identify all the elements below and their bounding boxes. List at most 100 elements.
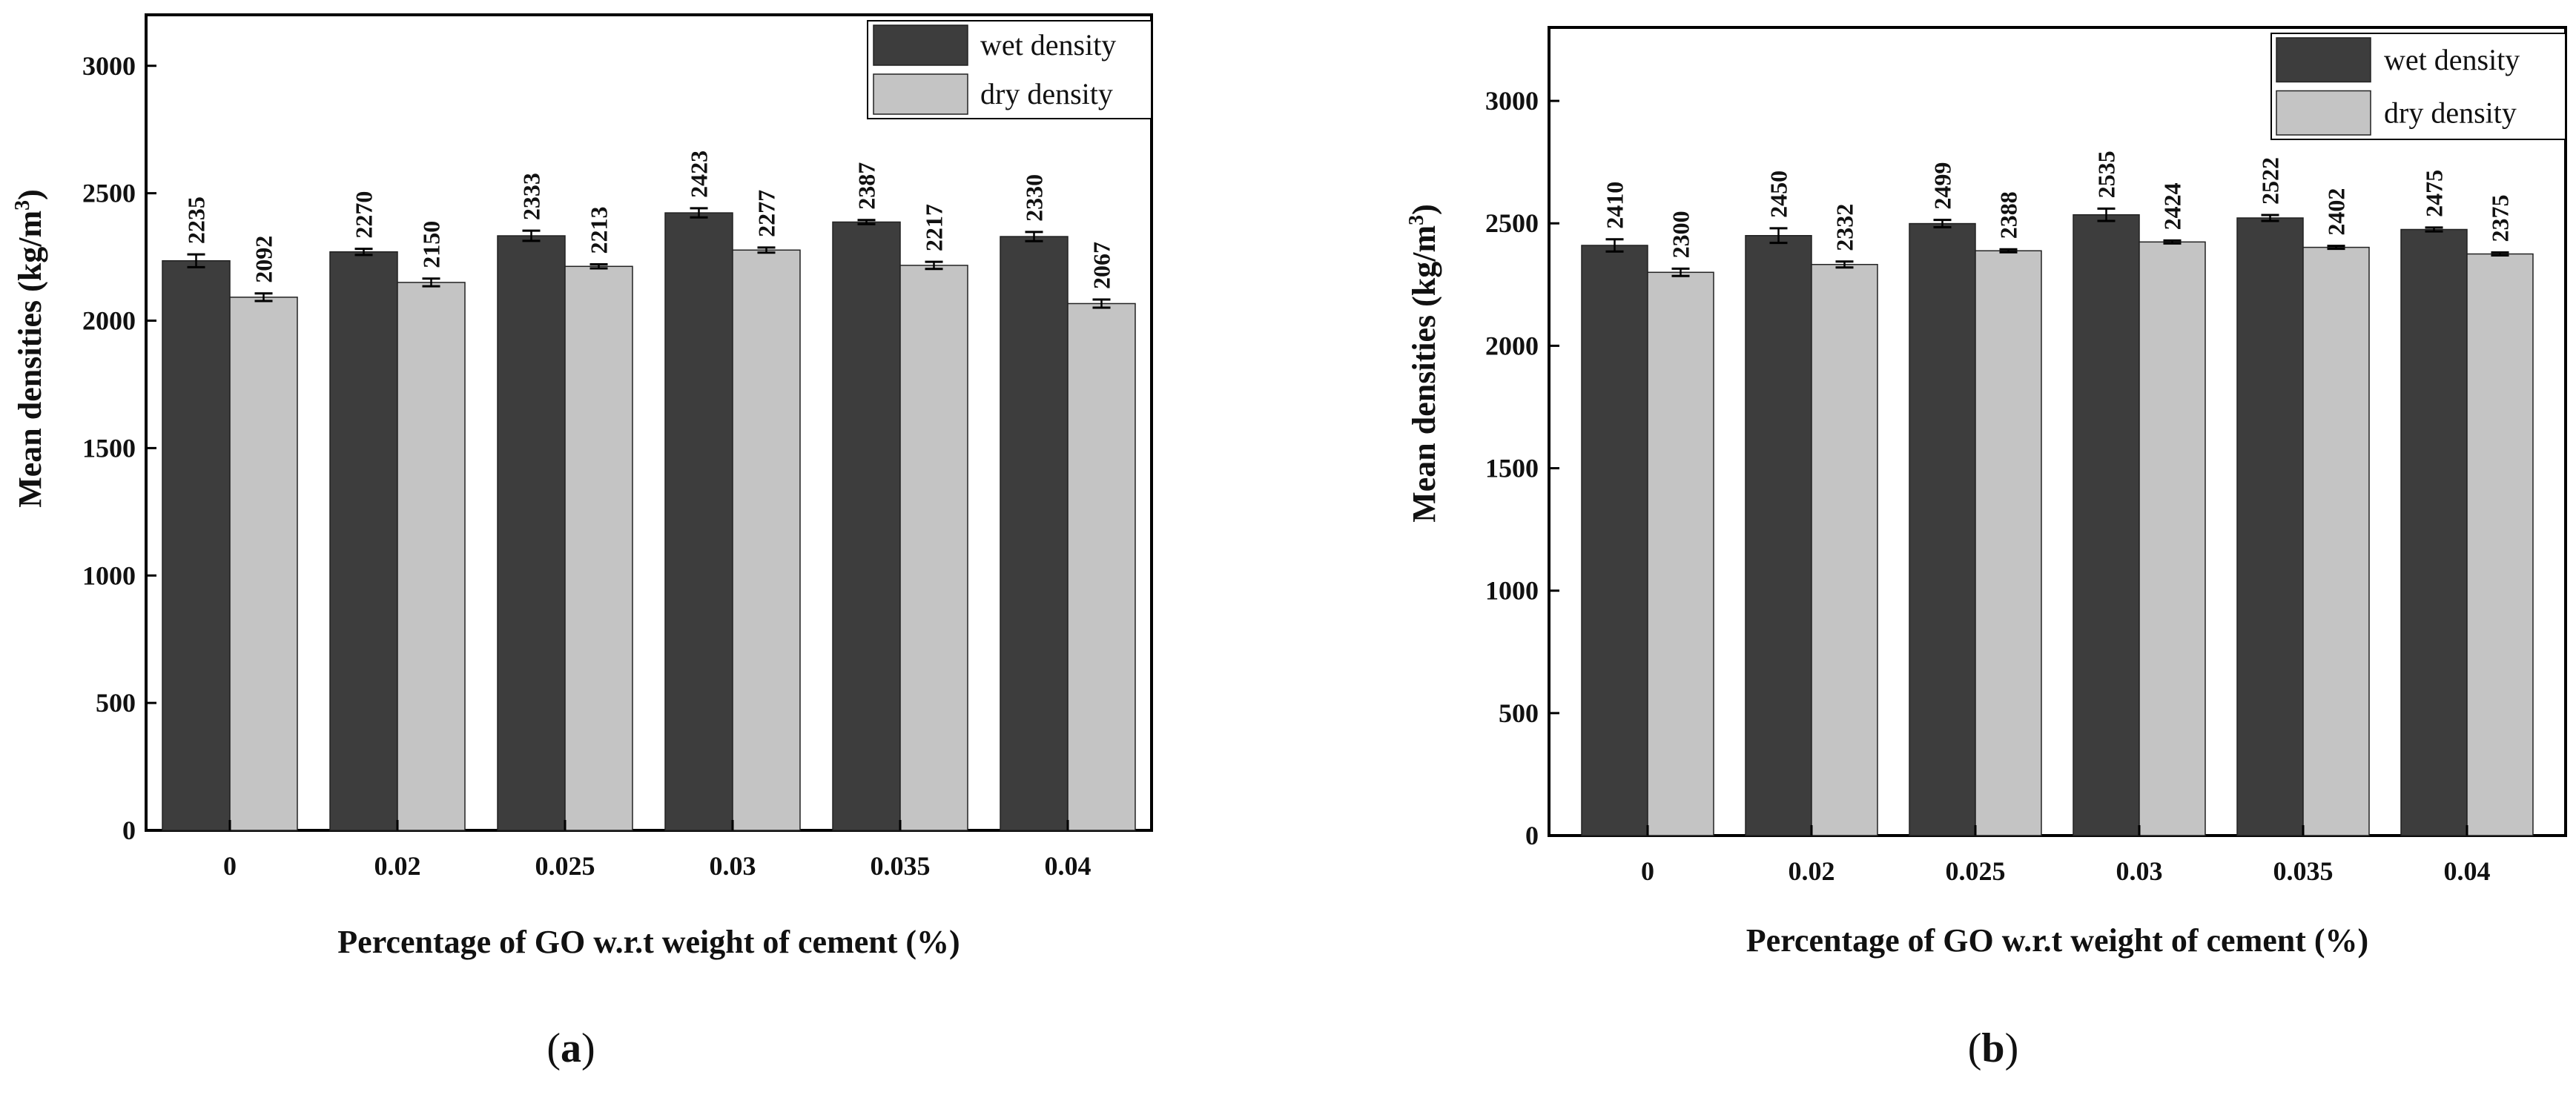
plot-frame: [1548, 26, 2567, 837]
y-tick-label: 3000: [82, 51, 136, 81]
x-tick-label: 0.025: [1946, 856, 2006, 886]
y-tick-label: 1500: [82, 433, 136, 463]
y-axis-label-end: ): [1406, 204, 1442, 215]
data-label: 2522: [2257, 157, 2284, 205]
x-tick-label: 0.02: [374, 851, 421, 881]
bar-wet-density: [497, 235, 566, 831]
bar-wet-density: [329, 251, 398, 831]
data-label: 2388: [1995, 191, 2022, 239]
y-tick-label: 0: [122, 816, 136, 845]
data-label: 2387: [853, 162, 880, 210]
data-label: 2300: [1668, 211, 1694, 258]
panel-caption: (b): [1968, 1025, 2018, 1071]
x-tick-label: 0.03: [710, 851, 756, 881]
plot-frame: [145, 13, 1153, 832]
data-label: 2332: [1832, 204, 1858, 251]
data-label: 2475: [2421, 170, 2448, 217]
bar-wet-density: [1745, 235, 1812, 836]
bar-dry-density: [1975, 250, 2042, 836]
y-tick-label: 2500: [82, 179, 136, 208]
y-tick-label: 2000: [82, 306, 136, 336]
y-tick-label: 500: [96, 688, 136, 718]
bar-wet-density: [1581, 245, 1648, 836]
data-label: 2277: [753, 190, 780, 237]
data-label: 2535: [2093, 151, 2120, 198]
caption-open: (: [1968, 1025, 1982, 1071]
x-tick-label: 0: [223, 851, 237, 881]
caption-close: ): [2005, 1025, 2019, 1071]
legend: wet density dry density: [2270, 33, 2566, 140]
bar-dry-density: [732, 249, 801, 831]
chart-panel-a: 0 500 1000 1500 2000 2500 3000 2235 2092 0 2270 215…: [11, 13, 1153, 1071]
bar-wet-density: [1909, 222, 1976, 836]
data-label: 2213: [586, 207, 612, 254]
caption-open: (: [546, 1025, 561, 1071]
bar-wet-density: [2400, 228, 2468, 836]
x-axis-label: Percentage of GO w.r.t weight of cement …: [1746, 922, 2368, 959]
y-axis-label: Mean densities (kg/m3): [11, 189, 48, 508]
legend-label: dry density: [2384, 96, 2517, 129]
y-axis-label-main: Mean densities (kg/m: [12, 211, 48, 508]
panel-caption: (a): [546, 1025, 595, 1071]
bar-dry-density: [2302, 246, 2370, 836]
y-tick-label: 1000: [1485, 576, 1539, 606]
caption-letter: a: [561, 1025, 581, 1071]
data-label: 2067: [1089, 242, 1115, 289]
bar-dry-density: [1067, 302, 1136, 831]
y-tick-label: 3000: [1485, 86, 1539, 116]
bar-dry-density: [229, 297, 298, 831]
legend-label: wet density: [980, 28, 1116, 62]
x-tick-label: 0.04: [2444, 856, 2491, 886]
legend-label: wet density: [2384, 43, 2520, 76]
y-axis-label: Mean densities (kg/m3): [1405, 204, 1442, 523]
legend-swatch: [2276, 37, 2371, 83]
bar-wet-density: [664, 212, 733, 831]
data-label: 2270: [351, 191, 377, 239]
legend-swatch: [873, 73, 968, 115]
x-tick-label: 0.035: [871, 851, 931, 881]
data-label: 2330: [1021, 174, 1048, 222]
legend-label: dry density: [980, 77, 1113, 110]
bar-wet-density: [162, 259, 231, 831]
data-label: 2333: [518, 173, 545, 220]
y-tick-label: 2000: [1485, 331, 1539, 360]
bar-dry-density: [564, 265, 633, 831]
data-label: 2499: [1929, 162, 1956, 210]
chart-panel-b: 0 500 1000 1500 2000 2500 3000 2410 2300 0 2450 233…: [1405, 26, 2567, 1071]
y-axis-label-main: Mean densities (kg/m: [1406, 225, 1442, 523]
data-label: 2375: [2487, 195, 2514, 242]
data-label: 2423: [686, 151, 713, 198]
x-tick-label: 0.025: [535, 851, 595, 881]
data-label: 2235: [183, 196, 210, 244]
y-tick-label: 1000: [82, 560, 136, 590]
x-tick-label: 0.035: [2273, 856, 2334, 886]
caption-letter: b: [1981, 1025, 2004, 1071]
bar-dry-density: [899, 265, 968, 831]
bar-dry-density: [2466, 253, 2534, 836]
data-label: 2424: [2159, 182, 2186, 230]
x-tick-label: 0: [1641, 856, 1654, 886]
data-label: 2092: [251, 236, 277, 283]
x-axis-label: Percentage of GO w.r.t weight of cement …: [337, 924, 960, 960]
bar-wet-density: [2236, 217, 2304, 836]
bar-dry-density: [2139, 241, 2206, 836]
y-tick-label: 500: [1499, 698, 1539, 728]
y-axis-label-end: ): [12, 189, 48, 200]
x-tick-label: 0.03: [2116, 856, 2163, 886]
y-tick-label: 1500: [1485, 454, 1539, 483]
legend: wet density dry density: [867, 20, 1152, 119]
x-tick-label: 0.04: [1045, 851, 1092, 881]
data-label: 2217: [921, 204, 948, 251]
bar-wet-density: [1000, 236, 1069, 831]
bar-wet-density: [832, 221, 901, 831]
legend-swatch: [2276, 90, 2371, 136]
y-tick-label: 2500: [1485, 208, 1539, 238]
legend-swatch: [873, 24, 968, 66]
bar-dry-density: [1811, 263, 1878, 836]
bar-dry-density: [397, 282, 466, 831]
bar-wet-density: [2073, 214, 2140, 836]
y-axis-label-sup: 3: [1405, 215, 1428, 225]
data-label: 2450: [1766, 171, 1792, 218]
